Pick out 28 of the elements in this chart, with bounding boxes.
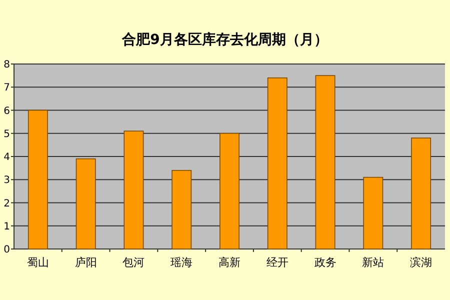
y-tick-label: 2 — [4, 198, 10, 210]
bar — [411, 138, 432, 250]
bar — [267, 77, 288, 250]
y-tick-label: 4 — [4, 152, 10, 163]
y-tick-label: 6 — [4, 106, 10, 117]
x-tick-label: 瑶海 — [170, 256, 193, 269]
x-tick-label: 包河 — [122, 256, 145, 269]
x-tick-label: 新站 — [362, 256, 384, 269]
bar — [220, 132, 240, 250]
y-tick-label: 8 — [4, 60, 10, 70]
y-tick-label: 3 — [4, 175, 10, 186]
x-tick-label: 庐阳 — [74, 256, 97, 269]
bar — [172, 170, 192, 250]
y-tick-label: 1 — [4, 221, 10, 232]
y-tick-label: 0 — [4, 244, 10, 256]
bar — [28, 110, 48, 250]
x-tick-label: 高新 — [218, 256, 240, 269]
x-tick-label: 滨湖 — [410, 256, 432, 269]
x-tick-label: 政务 — [314, 256, 336, 269]
bar — [363, 176, 384, 250]
x-tick-label: 经开 — [266, 256, 288, 269]
y-tick-label: 5 — [4, 128, 10, 140]
chart-title: 合肥9月各区库存去化周期（月） — [121, 31, 328, 48]
bar — [124, 130, 144, 250]
y-tick-label: 7 — [4, 82, 10, 94]
bar — [76, 158, 96, 250]
bar — [315, 75, 336, 250]
x-tick-label: 蜀山 — [26, 256, 49, 269]
